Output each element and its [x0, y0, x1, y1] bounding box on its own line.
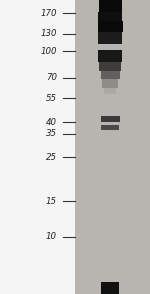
Bar [101, 116, 120, 122]
Bar [99, 0, 122, 12]
Text: 10: 10 [46, 232, 57, 241]
Bar [75, 0, 150, 294]
Bar [98, 12, 122, 21]
Bar [98, 21, 123, 32]
Text: 170: 170 [40, 9, 57, 18]
Bar [99, 62, 121, 71]
Bar [101, 71, 120, 79]
Bar [101, 282, 119, 294]
Bar [101, 125, 119, 130]
Text: 70: 70 [46, 74, 57, 82]
Text: 25: 25 [46, 153, 57, 162]
Text: 15: 15 [46, 197, 57, 206]
Bar [102, 79, 118, 88]
Text: 40: 40 [46, 118, 57, 126]
Text: 35: 35 [46, 129, 57, 138]
Bar [98, 50, 122, 62]
Bar [98, 32, 122, 44]
Text: 130: 130 [40, 29, 57, 38]
Text: 100: 100 [40, 47, 57, 56]
Bar [0, 0, 75, 294]
Text: 55: 55 [46, 94, 57, 103]
Bar [99, 44, 121, 50]
Bar [104, 88, 116, 94]
